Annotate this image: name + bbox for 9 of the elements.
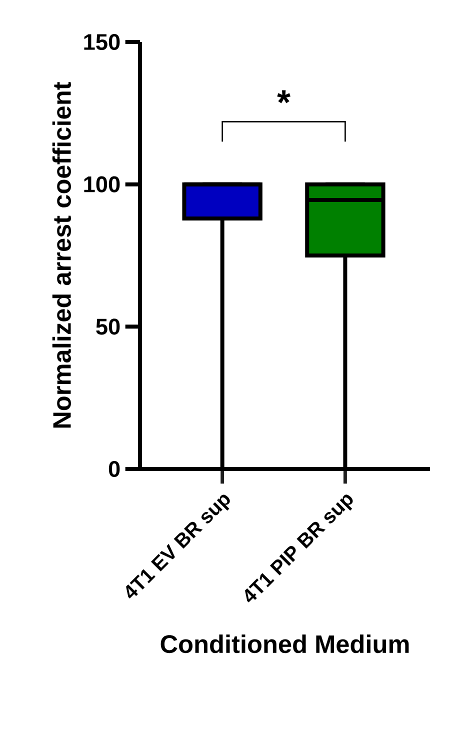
y-axis-title: Normalized arrest coefficient — [52, 82, 71, 428]
x-tick-label: 4T1 EV BR sup — [126, 494, 230, 598]
x-axis-title: Conditioned Medium — [160, 634, 409, 654]
x-tick-label: 4T1 PIP BR sup — [245, 494, 353, 602]
y-tick-label: 150 — [84, 34, 120, 50]
y-tick-label: 0 — [108, 460, 120, 478]
y-tick-label: 100 — [84, 176, 120, 192]
y-tick-label: 50 — [96, 318, 120, 335]
annotation: * — [277, 90, 290, 104]
